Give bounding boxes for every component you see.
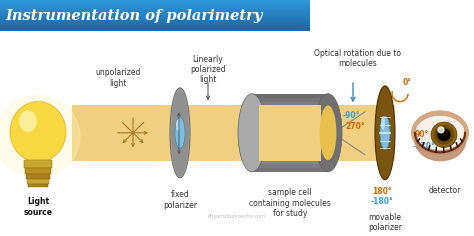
Ellipse shape	[170, 88, 190, 178]
Text: Linearly
polarized
light: Linearly polarized light	[190, 55, 226, 84]
Bar	[0, 3, 310, 4]
Text: 90°: 90°	[415, 130, 429, 139]
Bar	[0, 13, 310, 15]
Bar	[0, 10, 310, 12]
Bar	[0, 21, 310, 22]
Text: movable
polarizer: movable polarizer	[368, 213, 402, 232]
Bar	[252, 168, 328, 172]
Circle shape	[0, 96, 80, 178]
Bar	[0, 0, 310, 1]
Bar	[252, 117, 328, 121]
Bar	[252, 94, 328, 98]
Circle shape	[438, 127, 444, 133]
Text: Light
source: Light source	[24, 197, 53, 217]
Ellipse shape	[380, 116, 390, 150]
Ellipse shape	[10, 101, 66, 162]
Ellipse shape	[381, 116, 385, 130]
Bar	[252, 137, 328, 141]
Text: unpolarized
light: unpolarized light	[95, 68, 141, 88]
Bar	[252, 113, 328, 117]
Text: 270°: 270°	[345, 122, 365, 131]
Ellipse shape	[314, 94, 342, 172]
Text: 0°: 0°	[403, 78, 412, 87]
Bar	[0, 29, 310, 30]
Bar	[252, 164, 328, 168]
Bar	[0, 5, 310, 6]
Bar	[252, 160, 328, 164]
Bar	[252, 152, 328, 156]
Bar	[0, 4, 310, 5]
Bar	[252, 129, 328, 133]
Bar	[0, 8, 310, 9]
Bar	[252, 133, 328, 137]
Circle shape	[434, 125, 454, 144]
Ellipse shape	[411, 110, 469, 155]
Bar	[0, 2, 310, 3]
Bar	[252, 141, 328, 144]
Bar	[72, 105, 395, 161]
Bar	[252, 144, 328, 148]
Bar	[0, 12, 310, 13]
Bar	[0, 26, 310, 27]
Text: sample cell
containing molecules
for study: sample cell containing molecules for stu…	[249, 189, 331, 218]
Bar	[0, 28, 310, 29]
Bar	[252, 98, 328, 101]
Bar	[0, 24, 310, 25]
Bar	[24, 160, 52, 168]
Bar	[25, 168, 51, 174]
Bar	[252, 148, 328, 152]
Bar	[0, 23, 310, 24]
Bar	[252, 121, 328, 125]
Text: Priyamstudycentre.com: Priyamstudycentre.com	[208, 214, 266, 219]
Text: Optical rotation due to
molecules: Optical rotation due to molecules	[315, 49, 401, 68]
Ellipse shape	[176, 119, 180, 131]
Text: -90°: -90°	[343, 111, 360, 120]
Ellipse shape	[175, 117, 185, 148]
Bar	[0, 30, 310, 31]
Ellipse shape	[375, 86, 395, 180]
Bar	[0, 7, 310, 8]
Bar	[0, 22, 310, 23]
Text: fixed
polarizer: fixed polarizer	[163, 190, 197, 210]
Bar	[0, 17, 310, 18]
Bar	[252, 109, 328, 113]
Bar	[252, 156, 328, 160]
Circle shape	[438, 129, 450, 141]
Bar	[252, 94, 328, 172]
Bar	[252, 125, 328, 129]
Bar	[0, 27, 310, 28]
Bar	[0, 19, 310, 20]
Bar	[27, 179, 49, 184]
Bar	[0, 16, 310, 17]
Bar	[0, 25, 310, 26]
Text: -180°: -180°	[371, 197, 393, 206]
Bar	[252, 101, 328, 105]
Ellipse shape	[171, 89, 189, 177]
Text: Instrumentation of polarimetry: Instrumentation of polarimetry	[5, 9, 263, 23]
Bar	[26, 174, 50, 179]
Ellipse shape	[415, 115, 465, 150]
Bar	[0, 9, 310, 10]
Bar	[0, 18, 310, 19]
Bar	[28, 184, 48, 187]
Bar	[0, 6, 310, 7]
Text: -270°: -270°	[413, 142, 436, 151]
Text: detector: detector	[429, 185, 461, 194]
Bar	[0, 15, 310, 16]
Ellipse shape	[319, 105, 337, 160]
Text: 180°: 180°	[372, 187, 392, 197]
Ellipse shape	[238, 94, 266, 172]
Bar	[259, 105, 321, 161]
Bar	[252, 105, 328, 109]
Bar	[0, 1, 310, 2]
Circle shape	[431, 122, 457, 148]
Ellipse shape	[19, 110, 37, 132]
Bar	[0, 20, 310, 21]
